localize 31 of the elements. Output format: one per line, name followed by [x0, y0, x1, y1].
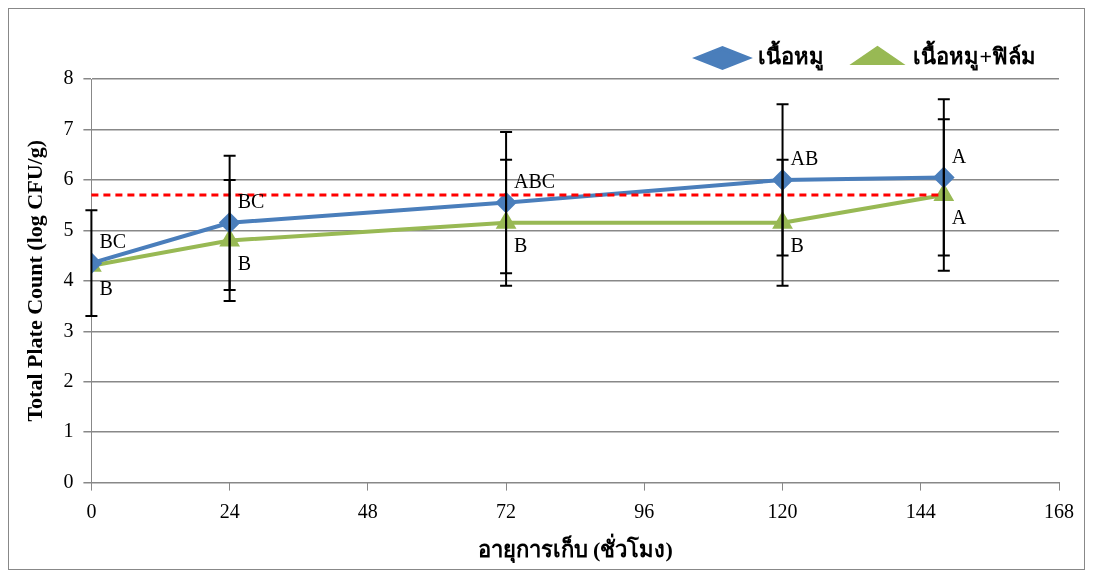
- y-tick-label: 2: [63, 368, 74, 391]
- data-label: A: [951, 144, 967, 167]
- y-tick-label: 0: [63, 469, 74, 492]
- data-label: B: [790, 234, 804, 257]
- y-tick-label: 7: [63, 116, 74, 139]
- legend-label: เนื้อหมู+ฟิล์ม: [913, 39, 1037, 71]
- data-label: B: [237, 251, 251, 274]
- y-tick-label: 6: [63, 167, 74, 190]
- x-tick-label: 96: [634, 499, 655, 522]
- y-tick-label: 8: [63, 66, 74, 89]
- x-axis-title: อายุการเก็บ (ชั่วโมง): [477, 533, 673, 565]
- data-label: A: [951, 206, 967, 229]
- data-label: B: [99, 276, 113, 299]
- y-tick-label: 5: [63, 217, 74, 240]
- y-tick-label: 1: [63, 419, 74, 442]
- data-label: ABC: [514, 169, 556, 192]
- y-tick-label: 3: [63, 318, 74, 341]
- y-axis-title: Total Plate Count (log CFU/g): [21, 140, 47, 422]
- x-tick-label: 120: [767, 499, 798, 522]
- x-tick-label: 72: [496, 499, 517, 522]
- data-label: B: [514, 234, 528, 257]
- data-label: BC: [237, 190, 265, 213]
- x-tick-label: 48: [357, 499, 378, 522]
- data-label: AB: [790, 147, 819, 170]
- legend-label: เนื้อหมู: [758, 39, 825, 71]
- y-tick-label: 4: [63, 268, 74, 291]
- x-tick-label: 0: [86, 499, 97, 522]
- x-tick-label: 24: [219, 499, 240, 522]
- data-label: BC: [99, 230, 127, 253]
- x-tick-label: 168: [1044, 499, 1074, 522]
- x-tick-label: 144: [905, 499, 936, 522]
